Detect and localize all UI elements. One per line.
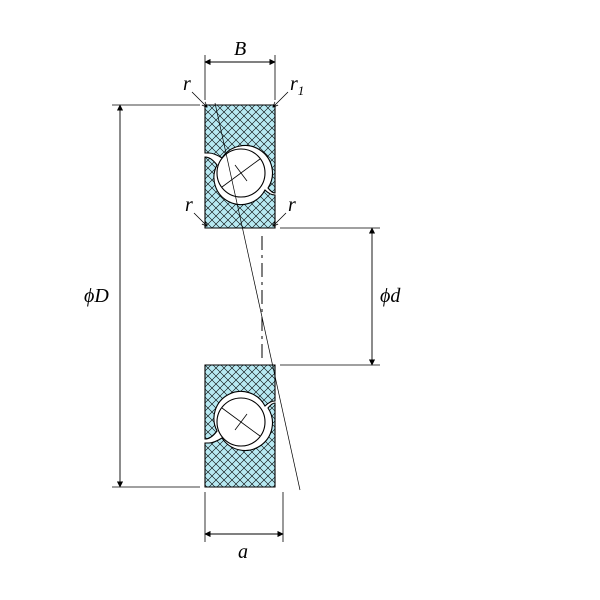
label-r-mid-left: r: [185, 194, 207, 226]
svg-text:r1: r1: [290, 73, 304, 98]
dimension-B: B: [205, 38, 275, 100]
lower-ball: [217, 398, 265, 446]
label-r-top-left: r: [183, 73, 207, 107]
svg-text:r: r: [183, 73, 191, 95]
dimension-phid: ϕd: [280, 228, 401, 365]
upper-ball: [217, 149, 265, 197]
label-a: a: [238, 541, 248, 563]
bearing-diagram-svg: B a ϕD ϕd r r1 r: [0, 0, 600, 600]
svg-text:r: r: [288, 194, 296, 216]
label-B: B: [234, 38, 246, 60]
dimension-a: a: [205, 492, 283, 563]
dimension-phiD: ϕD: [84, 105, 200, 487]
label-r-mid-right: r: [273, 194, 296, 226]
svg-text:r: r: [185, 194, 193, 216]
label-phiD: ϕD: [84, 285, 109, 307]
label-r1-top-right: r1: [273, 73, 304, 107]
label-phid: ϕd: [380, 285, 401, 307]
bearing-diagram-page: B a ϕD ϕd r r1 r: [0, 0, 600, 600]
